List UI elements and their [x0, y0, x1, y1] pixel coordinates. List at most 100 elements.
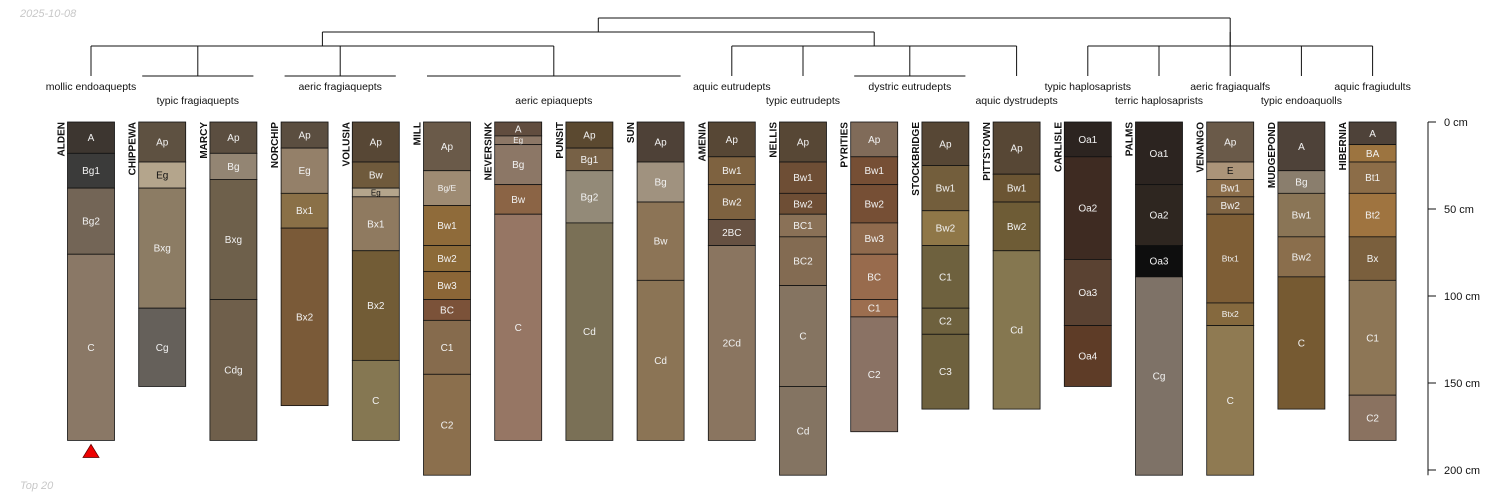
horizon-label: Bw2	[437, 254, 457, 265]
depth-tick-label: 100 cm	[1444, 291, 1480, 303]
horizon-label: Bg	[654, 178, 666, 189]
horizon-pyrities-bw3	[850, 222, 899, 255]
profile-marcy: Ap Bg Bxg Cdg MARCY	[199, 121, 258, 441]
profile-neversink: AEg Bg Bw C NEVERSINK	[484, 121, 543, 441]
profile-norchip: Ap Eg Bx1 Bx2 NORCHIP	[270, 121, 329, 407]
profile-name-label: MILL	[413, 122, 424, 145]
horizon-mill-ap	[423, 121, 471, 172]
horizon-mill-bw3	[423, 271, 471, 300]
horizon-label: Bw1	[864, 166, 884, 177]
horizon-label: C1	[441, 343, 454, 354]
horizon-label: Oa1	[1150, 149, 1169, 160]
taxon-label-terric-haplosaprists: terric haplosaprists	[1115, 95, 1203, 107]
horizon-norchip-bx1	[280, 192, 329, 229]
horizon-label: Bg1	[581, 155, 599, 166]
horizon-volusia-bx2	[351, 250, 400, 361]
horizon-label: Eg	[513, 136, 523, 145]
horizon-label: Bw2	[722, 198, 742, 209]
horizon-label: Bw1	[793, 173, 813, 184]
horizon-label: Oa1	[1078, 135, 1097, 146]
horizon-label: C1	[868, 304, 881, 315]
profile-name-label: MUDGEPOND	[1267, 122, 1278, 188]
soil-profiles: A Bg1 Bg2 C ALDEN Ap Eg Bxg Cg CHIPPEWA Ap Bg Bxg Cdg…	[57, 121, 1397, 476]
horizon-norchip-ap	[280, 121, 329, 149]
taxon-label-aquic-eutrudepts: aquic eutrudepts	[693, 81, 771, 93]
horizon-label: Bw	[654, 237, 669, 248]
horizon-pyrities-c2	[850, 316, 899, 433]
horizon-venango-c	[1206, 325, 1255, 476]
horizon-nellis-bw1	[779, 161, 827, 194]
horizon-label: Ap	[298, 131, 311, 142]
horizon-volusia-bx1	[351, 196, 400, 252]
horizon-label: Bxg	[154, 244, 171, 255]
horizon-label: Bw1	[437, 221, 457, 232]
depth-axis: 0 cm 50 cm 100 cm 150 cm 200 cm	[1427, 117, 1480, 477]
horizon-label: Bw2	[864, 199, 884, 210]
horizon-norchip-bx2	[280, 227, 329, 407]
horizon-label: C	[515, 323, 522, 334]
profile-name-label: NEVERSINK	[484, 121, 495, 180]
horizon-chippewa-bxg	[138, 187, 187, 309]
horizon-carlisle-oa4	[1063, 325, 1112, 387]
horizon-label: Bw1	[936, 184, 956, 195]
horizon-sun-bw	[636, 201, 685, 281]
horizon-label: Cdg	[224, 365, 242, 376]
profile-sun: Ap Bg Bw Cd SUN	[626, 121, 685, 441]
horizon-label: Cg	[1153, 372, 1166, 383]
horizon-label: BC1	[793, 221, 813, 232]
horizon-label: Oa3	[1150, 257, 1169, 268]
profile-pittstown: Ap Bw1 Bw2 Cd PITTSTOWN	[982, 121, 1041, 410]
profile-name-label: PYRITIES	[840, 122, 851, 168]
horizon-pyrities-bw2	[850, 184, 899, 224]
horizon-marcy-bg	[209, 152, 258, 180]
profile-palms: Oa1 Oa2 Oa3 Cg PALMS	[1125, 121, 1183, 476]
horizon-label: Cd	[654, 356, 667, 367]
profile-name-label: STOCKBRIDGE	[911, 122, 922, 196]
horizon-label: Bw3	[864, 234, 884, 245]
horizon-label: Ap	[441, 142, 454, 153]
horizon-pyrities-bc	[850, 253, 899, 300]
horizon-label: E	[1227, 166, 1234, 177]
horizon-label: C	[1298, 338, 1305, 349]
horizon-marcy-cdg	[209, 299, 258, 441]
taxon-label-dystric-eutrudepts: dystric eutrudepts	[868, 81, 951, 93]
horizon-marcy-bxg	[209, 179, 258, 300]
profile-volusia: Ap Bw Eg Bx1 Bx2 C VOLUSIA	[341, 121, 400, 441]
profile-mill: Ap Bg/E Bw1 Bw2 Bw3 BC C1 C2 MILL	[413, 121, 471, 476]
taxon-label-typic-haplosaprists: typic haplosaprists	[1045, 81, 1131, 93]
horizon-hibernia-c1	[1348, 279, 1397, 396]
profile-venango: Ap E Bw1 Bw2 Btx1 Btx2 C VENANGO	[1196, 121, 1255, 476]
profile-hibernia: A BA Bt1 Bt2 Bx C1 C2 HIBERNIA	[1338, 121, 1397, 441]
horizon-label: Oa2	[1078, 204, 1097, 215]
horizon-label: A	[515, 124, 522, 135]
profile-name-label: PUNSIT	[555, 122, 566, 159]
horizon-chippewa-ap	[138, 121, 187, 163]
horizon-punsit-ap	[565, 121, 614, 149]
taxon-label-aquic-fragiudults: aquic fragiudults	[1334, 81, 1410, 93]
taxon-label-mollic-endoaquepts: mollic endoaquepts	[46, 81, 136, 93]
horizon-label: Ap	[370, 138, 383, 149]
horizon-mudgepond-c	[1277, 276, 1326, 410]
depth-tick-label: 150 cm	[1444, 378, 1480, 390]
horizon-label: Bw1	[1220, 184, 1240, 195]
horizon-venango-ap	[1206, 121, 1255, 163]
horizon-alden-a	[67, 121, 115, 154]
horizon-label: Bg2	[581, 192, 599, 203]
horizon-mill-c1	[423, 319, 471, 375]
horizon-amenia-bw2	[707, 184, 756, 220]
header-date: 2025-10-08	[20, 8, 77, 20]
horizon-label: Ap	[726, 135, 739, 146]
horizon-label: C3	[939, 367, 952, 378]
taxon-label-aeric-fragiaquepts: aeric fragiaquepts	[298, 81, 381, 93]
horizon-amenia-bw1	[707, 156, 756, 186]
taxon-label-typic-eutrudepts: typic eutrudepts	[766, 95, 840, 107]
horizon-alden-bg2	[67, 187, 115, 255]
horizon-label: Ap	[156, 138, 169, 149]
horizon-label: Bg2	[82, 217, 100, 228]
depth-tick-label: 50 cm	[1444, 204, 1474, 216]
horizon-volusia-c	[351, 359, 400, 441]
profile-name-label: VENANGO	[1196, 122, 1207, 173]
profile-name-label: ALDEN	[57, 122, 68, 156]
profile-name-label: NELLIS	[769, 122, 780, 158]
highlight-triangle-marker	[82, 443, 100, 458]
